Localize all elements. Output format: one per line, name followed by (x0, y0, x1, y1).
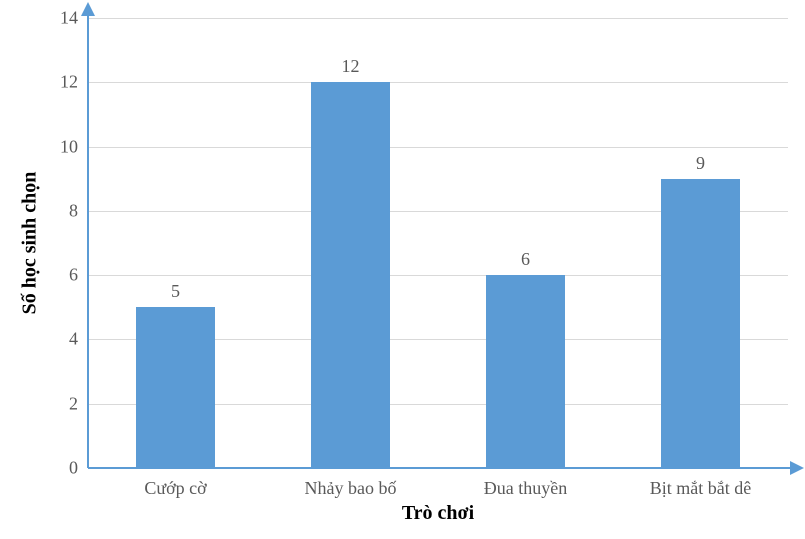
x-axis-arrowhead (790, 461, 804, 475)
y-tick-label: 6 (69, 265, 78, 286)
x-axis-title: Trò chơi (402, 502, 474, 525)
gridline (88, 147, 788, 148)
plot-area (88, 18, 788, 468)
y-axis-line (87, 14, 89, 468)
y-tick-label: 12 (60, 72, 78, 93)
bar-value-label: 12 (342, 56, 360, 77)
y-tick-label: 10 (60, 136, 78, 157)
bar-value-label: 6 (521, 249, 530, 270)
bar-chart: Số học sinh chọn Trò chơi 0 2 4 6 8 10 12 14 5 Cư… (0, 0, 805, 539)
bar (311, 82, 390, 468)
bar (486, 275, 565, 468)
x-axis-line (88, 467, 792, 469)
x-tick-label: Cướp cờ (144, 478, 206, 499)
bar (661, 179, 740, 468)
x-tick-label: Đua thuyền (484, 478, 567, 499)
x-tick-label: Nhảy bao bố (305, 478, 397, 499)
y-axis-title: Số học sinh chọn (19, 172, 42, 315)
y-tick-label: 8 (69, 200, 78, 221)
bar-value-label: 5 (171, 281, 180, 302)
y-tick-label: 2 (69, 393, 78, 414)
bar-value-label: 9 (696, 153, 705, 174)
gridline (88, 82, 788, 83)
y-tick-label: 14 (60, 8, 78, 29)
gridline (88, 18, 788, 19)
y-tick-label: 4 (69, 329, 78, 350)
x-tick-label: Bịt mắt bắt dê (650, 478, 751, 499)
bar (136, 307, 215, 468)
y-tick-label: 0 (69, 458, 78, 479)
y-axis-arrowhead (81, 2, 95, 16)
